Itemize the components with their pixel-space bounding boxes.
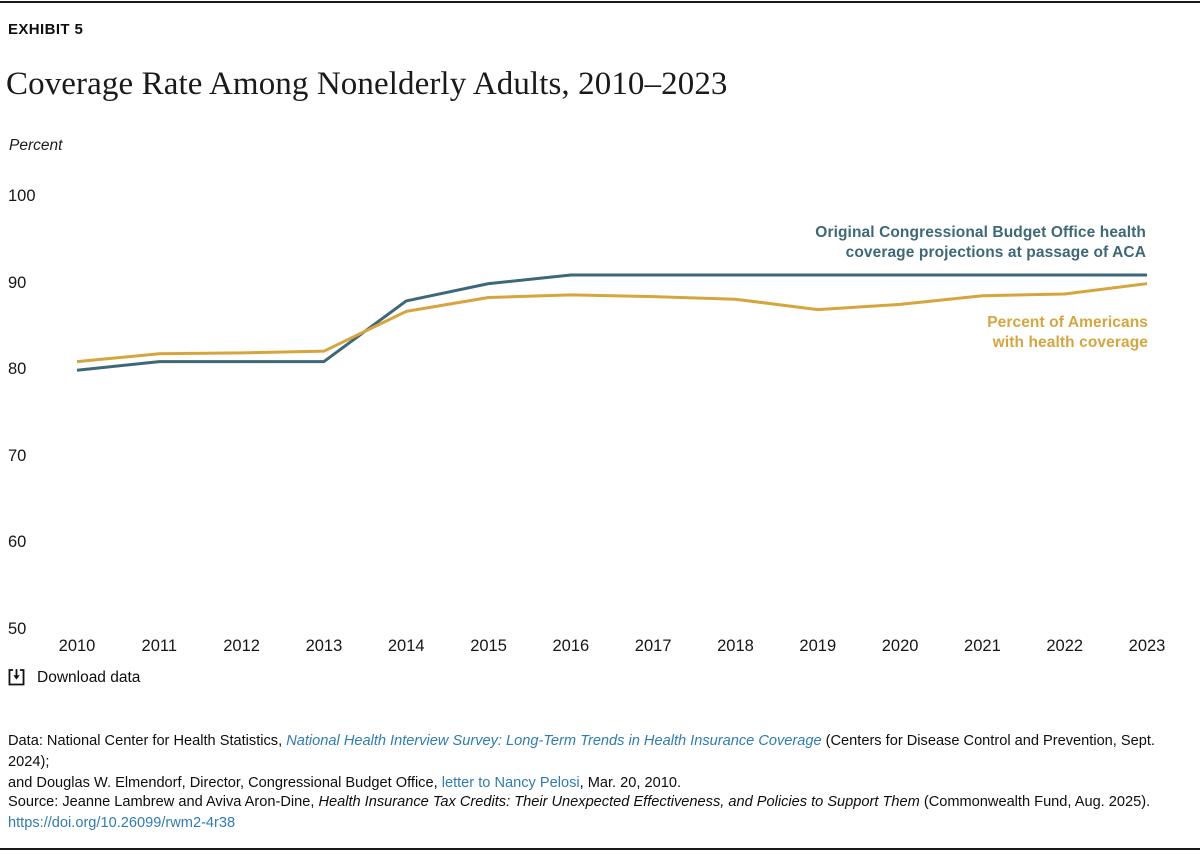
coverage-series-label-line1: Percent of Americans	[987, 314, 1148, 331]
y-axis-tick-label: 90	[8, 273, 27, 292]
y-axis-tick-label: 70	[8, 446, 27, 465]
data-note-text: (Centers for Disease Control and Prevent…	[8, 733, 1155, 770]
download-data-button[interactable]: Download data	[5, 666, 142, 689]
x-axis-tick-label: 2019	[799, 637, 837, 655]
download-icon	[8, 669, 25, 686]
x-axis-tick-label: 2010	[58, 637, 96, 655]
source-note-text: Source: Jeanne Lambrew and Aviva Aron-Di…	[8, 794, 319, 810]
doi-link[interactable]: https://doi.org/10.26099/rwm2-4r38	[8, 815, 236, 831]
data-note-text: Data: National Center for Health Statist…	[8, 733, 287, 749]
x-axis-tick-label: 2020	[881, 637, 919, 655]
y-axis-tick-label: 50	[8, 620, 27, 639]
cbo-series-label-line2: coverage projections at passage of ACA	[845, 243, 1146, 261]
download-data-label: Download data	[37, 668, 141, 686]
nhis-survey-link[interactable]: National Health Interview Survey: Long-T…	[286, 733, 822, 749]
x-axis-tick-label: 2014	[387, 637, 425, 655]
coverage-series-label: Percent of Americans with health coverag…	[987, 313, 1148, 352]
y-axis-tick-label: 60	[8, 533, 27, 552]
y-axis-tick-label: 100	[8, 187, 36, 205]
data-note: Data: National Center for Health Statist…	[8, 731, 1178, 794]
data-note-text: and Douglas W. Elmendorf, Director, Cong…	[8, 775, 442, 791]
pelosi-letter-link[interactable]: letter to Nancy Pelosi	[441, 775, 580, 791]
x-axis-tick-label: 2022	[1046, 637, 1084, 655]
source-note: Source: Jeanne Lambrew and Aviva Aron-Di…	[8, 792, 1178, 834]
page-title: Coverage Rate Among Nonelderly Adults, 2…	[6, 66, 728, 102]
y-axis-tick-label: 80	[8, 360, 27, 379]
x-axis-tick-label: 2016	[552, 637, 590, 655]
x-axis-tick-label: 2012	[223, 637, 260, 655]
data-note-text: , Mar. 20, 2010.	[579, 775, 682, 791]
x-axis-tick-label: 2013	[305, 637, 343, 655]
coverage-series-label-line2: with health coverage	[992, 333, 1148, 351]
y-axis-unit-label: Percent	[9, 137, 63, 154]
x-axis-tick-label: 2015	[470, 637, 507, 655]
top-divider	[0, 1, 1200, 3]
x-axis-tick-label: 2017	[634, 637, 672, 655]
source-note-text: (Commonwealth Fund, Aug. 2025).	[919, 794, 1151, 810]
source-note-report-title: Health Insurance Tax Credits: Their Unex…	[318, 794, 920, 810]
cbo-series-label-line1: Original Congressional Budget Office hea…	[815, 224, 1146, 241]
x-axis-tick-label: 2021	[964, 637, 1001, 655]
x-axis-tick-label: 2011	[141, 637, 178, 655]
x-axis-tick-label: 2023	[1128, 637, 1166, 655]
exhibit-label: EXHIBIT 5	[8, 21, 84, 38]
bottom-divider	[0, 848, 1200, 850]
cbo-series-label: Original Congressional Budget Office hea…	[815, 223, 1146, 262]
x-axis-tick-label: 2018	[717, 637, 754, 655]
